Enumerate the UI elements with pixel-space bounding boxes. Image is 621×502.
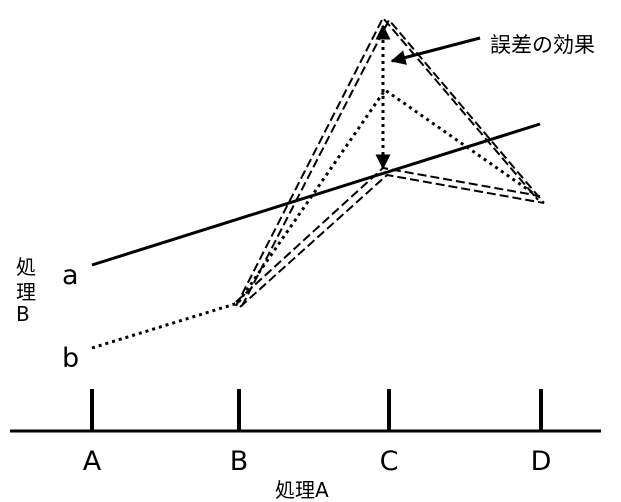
x-tick-label-A: A — [83, 446, 102, 477]
double-dashed-error-lines — [235, 16, 545, 308]
x-axis-title: 処理A — [275, 478, 329, 502]
annotation-text: 誤差の効果 — [490, 33, 595, 57]
x-tick-label-C: C — [380, 446, 399, 477]
error-line-lower — [235, 166, 541, 303]
series-a-label: a — [62, 260, 79, 291]
legend-title-char: B — [16, 302, 30, 326]
legend-title-char: 理 — [16, 280, 36, 304]
series-a-line — [91, 122, 541, 267]
legend-title-vertical: 処 理 B — [16, 255, 36, 326]
x-tick-label-B: B — [230, 446, 249, 477]
x-tick-label-D: D — [531, 446, 552, 477]
series-b-line — [91, 87, 541, 350]
error-line-lower-inner — [239, 173, 545, 308]
error-line-upper-inner — [241, 18, 545, 307]
legend-title-char: 処 — [16, 255, 36, 279]
annotation-arrow — [390, 36, 481, 65]
series-b-label: b — [62, 343, 79, 374]
error-line-upper — [235, 16, 539, 307]
x-axis-ticks: A B C D — [83, 389, 552, 477]
